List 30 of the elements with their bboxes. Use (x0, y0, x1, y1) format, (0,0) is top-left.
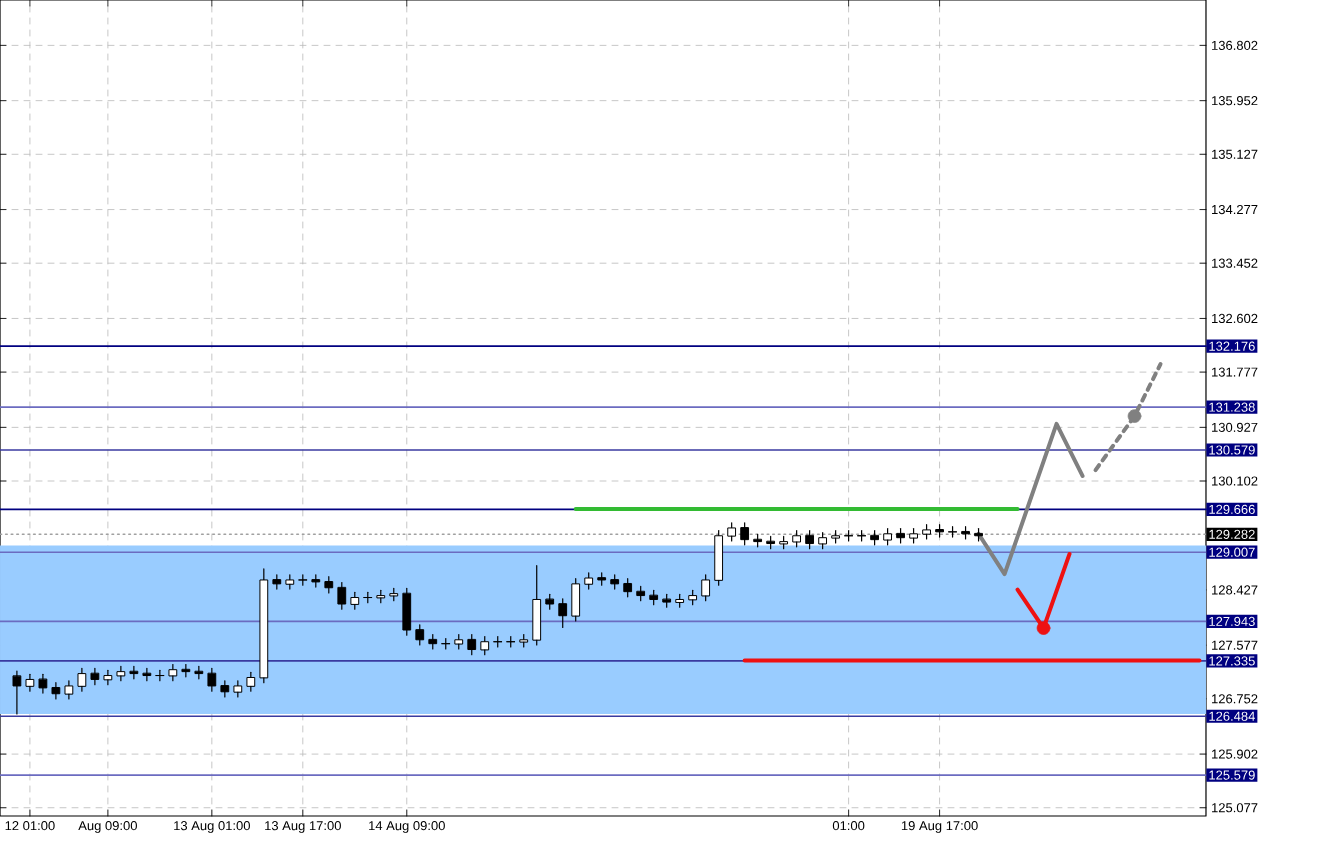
candlestick (64, 680, 74, 700)
candlestick (623, 578, 633, 598)
candlestick (246, 671, 256, 692)
candlestick (168, 663, 178, 682)
candlestick (714, 529, 724, 586)
candlestick (805, 529, 815, 550)
candlestick (532, 565, 542, 646)
candlestick (740, 522, 750, 546)
candlestick (51, 682, 61, 700)
candlestick (38, 673, 48, 694)
candlestick (337, 581, 347, 610)
candlestick (116, 665, 126, 682)
candlestick (402, 587, 412, 636)
candlestick (181, 663, 191, 678)
candlestick (415, 624, 425, 646)
candlestick (77, 667, 87, 692)
candlestick (571, 578, 581, 622)
candlestick (12, 670, 22, 715)
candlestick (467, 633, 477, 656)
candlestick (90, 667, 100, 686)
candlestick (727, 522, 737, 542)
line-series (976, 421, 1085, 577)
candlestick (103, 669, 113, 686)
candlestick (480, 635, 490, 656)
candlestick (142, 667, 152, 682)
candlestick (25, 673, 35, 692)
candlestick (558, 598, 568, 629)
candlestick (129, 665, 139, 680)
candlestick (207, 667, 217, 692)
candlestick (701, 574, 711, 602)
